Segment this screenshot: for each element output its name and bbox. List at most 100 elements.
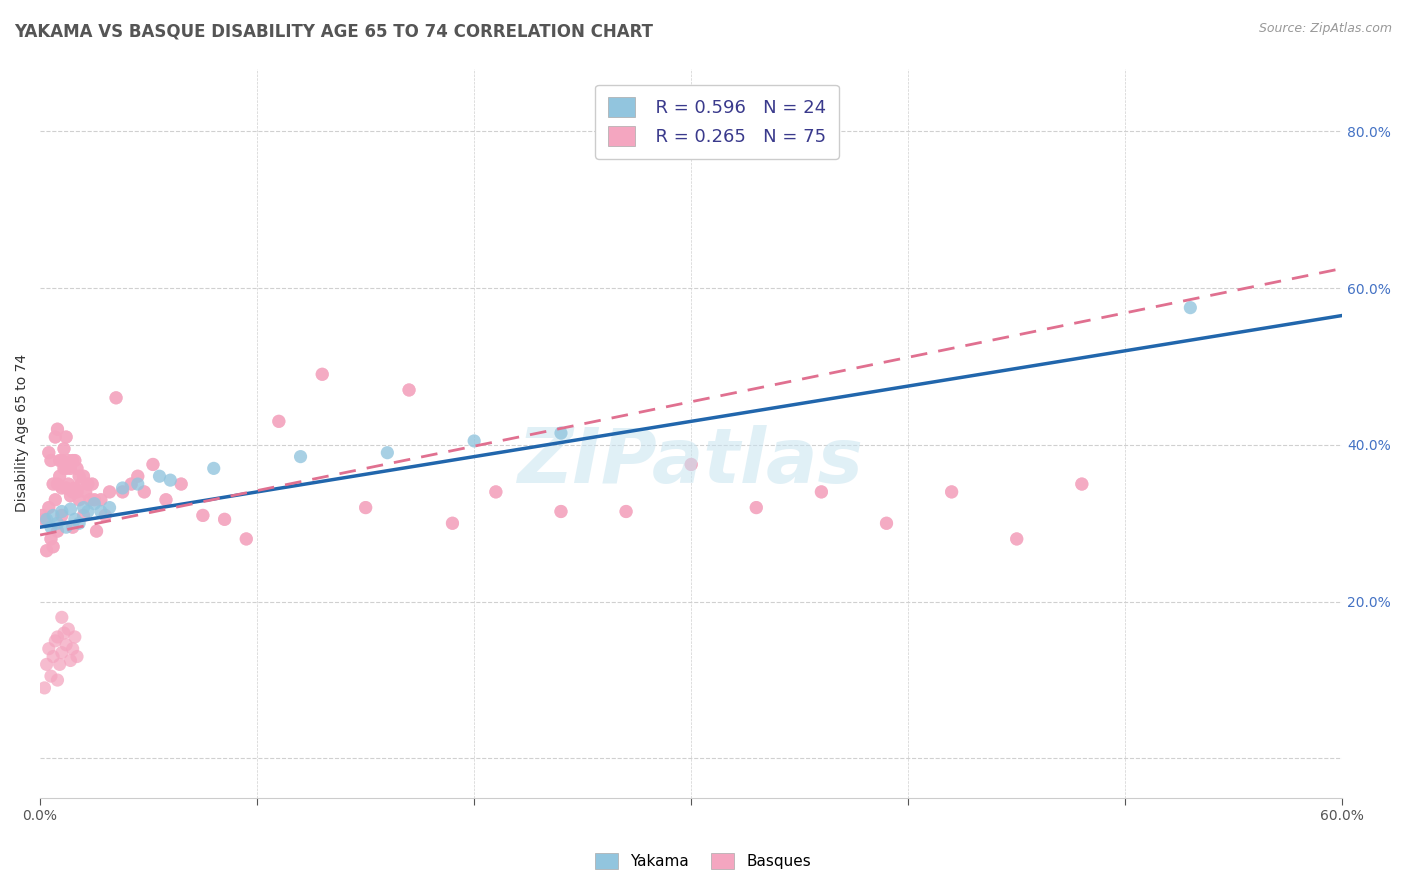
Point bbox=[63, 512, 86, 526]
Point bbox=[51, 453, 73, 467]
Point bbox=[311, 368, 333, 382]
Point bbox=[354, 500, 377, 515]
Point bbox=[485, 484, 508, 499]
Point bbox=[235, 532, 257, 546]
Point bbox=[44, 430, 66, 444]
Point bbox=[62, 484, 84, 499]
Point bbox=[83, 492, 105, 507]
Point bbox=[67, 492, 90, 507]
Point bbox=[111, 484, 134, 499]
Point bbox=[214, 512, 236, 526]
Point bbox=[44, 430, 66, 444]
Point bbox=[463, 434, 485, 448]
Point bbox=[62, 520, 84, 534]
Point bbox=[51, 508, 73, 523]
Point bbox=[67, 469, 90, 483]
Text: YAKAMA VS BASQUE DISABILITY AGE 65 TO 74 CORRELATION CHART: YAKAMA VS BASQUE DISABILITY AGE 65 TO 74… bbox=[14, 22, 652, 40]
Point bbox=[42, 649, 65, 664]
Point bbox=[42, 540, 65, 554]
Point bbox=[55, 520, 77, 534]
Point bbox=[44, 492, 66, 507]
Point bbox=[53, 442, 76, 456]
Point bbox=[51, 646, 73, 660]
Point bbox=[72, 508, 94, 523]
Point bbox=[51, 481, 73, 495]
Point bbox=[134, 484, 156, 499]
Point bbox=[76, 477, 98, 491]
Point bbox=[485, 484, 508, 499]
Point bbox=[59, 653, 82, 667]
Point bbox=[148, 469, 170, 483]
Point bbox=[48, 453, 70, 467]
Point bbox=[745, 500, 768, 515]
Point bbox=[70, 477, 93, 491]
Point bbox=[63, 630, 86, 644]
Point bbox=[53, 461, 76, 475]
Point bbox=[55, 461, 77, 475]
Point bbox=[155, 492, 177, 507]
Point bbox=[67, 516, 90, 531]
Point bbox=[1070, 477, 1092, 491]
Point bbox=[39, 669, 62, 683]
Point bbox=[39, 532, 62, 546]
Point bbox=[170, 477, 193, 491]
Point bbox=[46, 477, 69, 491]
Point bbox=[46, 477, 69, 491]
Point bbox=[66, 461, 89, 475]
Point bbox=[34, 681, 56, 695]
Point bbox=[62, 453, 84, 467]
Point bbox=[79, 492, 101, 507]
Point bbox=[1005, 532, 1028, 546]
Point bbox=[35, 657, 58, 672]
Point bbox=[58, 622, 80, 636]
Point bbox=[681, 458, 703, 472]
Point bbox=[46, 630, 69, 644]
Point bbox=[55, 461, 77, 475]
Y-axis label: Disability Age 65 to 74: Disability Age 65 to 74 bbox=[15, 354, 30, 512]
Point bbox=[34, 512, 56, 526]
Legend: Yakama, Basques: Yakama, Basques bbox=[589, 847, 817, 875]
Point bbox=[42, 477, 65, 491]
Point bbox=[63, 481, 86, 495]
Point bbox=[67, 469, 90, 483]
Point bbox=[82, 477, 104, 491]
Point bbox=[159, 473, 181, 487]
Point bbox=[941, 484, 963, 499]
Point bbox=[59, 489, 82, 503]
Point bbox=[63, 453, 86, 467]
Point bbox=[42, 540, 65, 554]
Point bbox=[810, 484, 832, 499]
Point bbox=[72, 500, 94, 515]
Point bbox=[90, 492, 112, 507]
Point bbox=[214, 512, 236, 526]
Point bbox=[681, 458, 703, 472]
Point bbox=[83, 492, 105, 507]
Point bbox=[58, 477, 80, 491]
Point bbox=[39, 520, 62, 534]
Point bbox=[55, 430, 77, 444]
Point bbox=[38, 446, 60, 460]
Point bbox=[62, 453, 84, 467]
Point bbox=[550, 504, 572, 518]
Point bbox=[67, 492, 90, 507]
Point bbox=[62, 641, 84, 656]
Point bbox=[59, 502, 82, 516]
Point bbox=[62, 520, 84, 534]
Point bbox=[614, 504, 637, 518]
Point bbox=[94, 508, 117, 523]
Point bbox=[90, 504, 112, 518]
Point bbox=[441, 516, 464, 531]
Legend:   R = 0.596   N = 24,   R = 0.265   N = 75: R = 0.596 N = 24, R = 0.265 N = 75 bbox=[596, 85, 839, 159]
Point bbox=[55, 481, 77, 495]
Point bbox=[66, 484, 89, 499]
Point bbox=[44, 633, 66, 648]
Text: ZIPatlas: ZIPatlas bbox=[519, 425, 865, 500]
Point bbox=[98, 500, 121, 515]
Point bbox=[31, 508, 53, 523]
Point bbox=[72, 469, 94, 483]
Point bbox=[550, 504, 572, 518]
Point bbox=[46, 516, 69, 531]
Point bbox=[48, 469, 70, 483]
Point bbox=[34, 512, 56, 526]
Point bbox=[53, 442, 76, 456]
